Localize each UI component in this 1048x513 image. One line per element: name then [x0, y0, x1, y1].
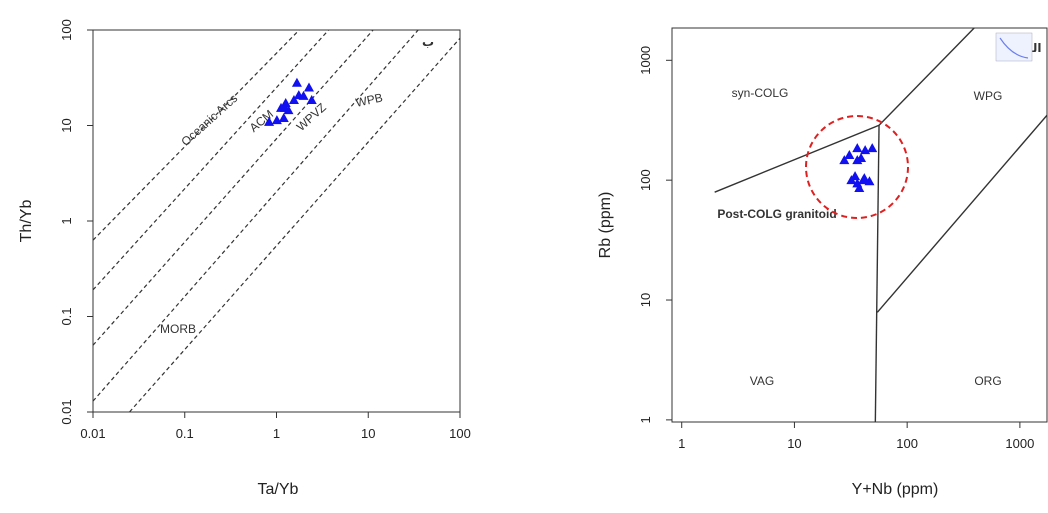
inset-thumbnail [995, 32, 1033, 62]
x-tick-label: 100 [896, 436, 918, 451]
x-axis-title: Y+Nb (ppm) [852, 481, 939, 498]
field-boundary [129, 37, 461, 413]
field-label: WPB [354, 90, 384, 109]
y-tick-label: 10 [638, 293, 653, 307]
field-boundary [874, 125, 880, 423]
field-label: ب [422, 35, 434, 49]
sample-triangle [854, 183, 865, 193]
y-tick-label: 0.01 [59, 399, 74, 424]
field-label: syn-COLG [732, 86, 789, 100]
field-boundary [92, 29, 374, 346]
field-boundary [876, 114, 1048, 313]
field-boundary [92, 29, 419, 402]
highlight-circle [805, 115, 909, 219]
plot-frame [671, 27, 1048, 423]
field-boundary [92, 29, 330, 291]
y-tick-label: 10 [59, 118, 74, 132]
field-boundary [714, 124, 880, 193]
field-label: WPG [974, 89, 1003, 103]
y-tick-label: 0.1 [59, 307, 74, 325]
y-axis-title: Th/Yb [18, 200, 35, 243]
x-tick-label: 100 [449, 426, 471, 441]
x-tick-label: 1 [678, 436, 685, 451]
inset-curve [999, 37, 1029, 59]
field-label: MORB [160, 322, 196, 336]
y-axis-title: Rb (ppm) [597, 192, 614, 259]
y-tick-label: 1000 [638, 46, 653, 75]
field-boundary [92, 29, 300, 241]
sample-triangle [839, 155, 850, 165]
sample-triangle [844, 150, 855, 160]
sample-triangle [850, 171, 861, 181]
sample-triangle [852, 155, 863, 165]
sample-triangle [867, 143, 878, 153]
sample-triangle [280, 98, 291, 108]
sample-triangle [852, 143, 863, 153]
sample-triangle [303, 82, 314, 92]
field-label: VAG [750, 374, 774, 388]
sample-triangle [306, 94, 317, 104]
sample-triangle [864, 176, 875, 186]
field-boundary [878, 27, 975, 126]
sample-triangle [279, 102, 290, 112]
sample-triangle [278, 112, 289, 122]
sample-triangle [291, 77, 302, 87]
field-label: ORG [974, 374, 1001, 388]
sample-triangle [264, 116, 275, 126]
sample-triangle [859, 173, 870, 183]
x-tick-label: 0.1 [176, 426, 194, 441]
y-tick-label: 1 [59, 217, 74, 224]
x-tick-label: 0.01 [80, 426, 105, 441]
y-tick-label: 100 [59, 19, 74, 41]
x-axis-title: Ta/Yb [258, 481, 299, 498]
sample-triangle [298, 90, 309, 100]
y-tick-label: 1 [638, 416, 653, 423]
x-tick-label: 1000 [1005, 436, 1034, 451]
x-tick-label: 10 [361, 426, 375, 441]
x-tick-label: 1 [273, 426, 280, 441]
sample-triangle [288, 94, 299, 104]
y-tick-label: 100 [638, 169, 653, 191]
field-label: Post-COLG granitoid [717, 207, 836, 221]
x-tick-label: 10 [787, 436, 801, 451]
